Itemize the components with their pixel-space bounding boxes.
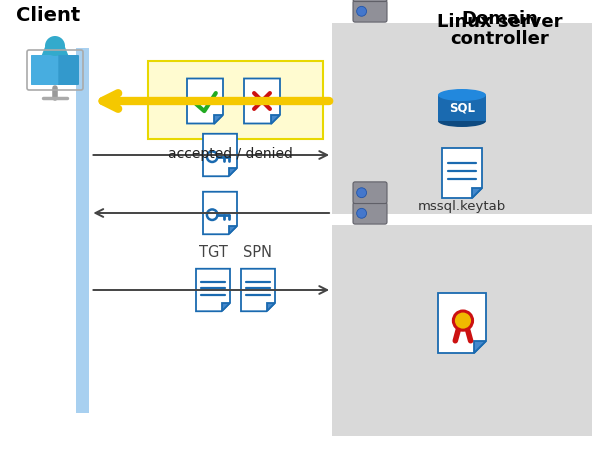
FancyBboxPatch shape: [353, 182, 387, 204]
Polygon shape: [196, 269, 230, 311]
FancyBboxPatch shape: [148, 61, 323, 139]
Polygon shape: [472, 188, 482, 198]
Polygon shape: [214, 115, 223, 124]
Polygon shape: [229, 168, 237, 176]
Circle shape: [356, 208, 367, 218]
Polygon shape: [187, 79, 223, 124]
Circle shape: [356, 188, 367, 197]
FancyBboxPatch shape: [31, 55, 79, 85]
Polygon shape: [271, 115, 280, 124]
Text: Linux server: Linux server: [437, 13, 563, 31]
FancyBboxPatch shape: [31, 55, 58, 85]
Text: SQL: SQL: [449, 102, 475, 115]
FancyBboxPatch shape: [353, 203, 387, 224]
Text: Domain
controller: Domain controller: [451, 10, 550, 48]
Ellipse shape: [438, 89, 486, 101]
Polygon shape: [266, 303, 275, 311]
Polygon shape: [442, 148, 482, 198]
Polygon shape: [241, 269, 275, 311]
Polygon shape: [39, 47, 71, 62]
Polygon shape: [244, 79, 280, 124]
FancyBboxPatch shape: [353, 0, 387, 1]
Text: TGT: TGT: [199, 245, 227, 260]
FancyBboxPatch shape: [353, 0, 387, 22]
Polygon shape: [474, 341, 486, 353]
Text: accepted / denied: accepted / denied: [167, 147, 292, 161]
Circle shape: [45, 36, 65, 56]
Polygon shape: [332, 23, 592, 214]
Circle shape: [454, 311, 473, 330]
Ellipse shape: [438, 115, 486, 127]
Text: Client: Client: [16, 6, 80, 25]
FancyBboxPatch shape: [76, 48, 89, 413]
Polygon shape: [229, 226, 237, 234]
Circle shape: [356, 7, 367, 16]
Polygon shape: [221, 303, 230, 311]
Text: SPN: SPN: [244, 245, 272, 260]
Polygon shape: [203, 192, 237, 234]
Polygon shape: [438, 293, 486, 353]
Polygon shape: [203, 134, 237, 176]
Polygon shape: [332, 225, 592, 436]
Text: mssql.keytab: mssql.keytab: [418, 200, 506, 213]
Polygon shape: [438, 95, 486, 121]
